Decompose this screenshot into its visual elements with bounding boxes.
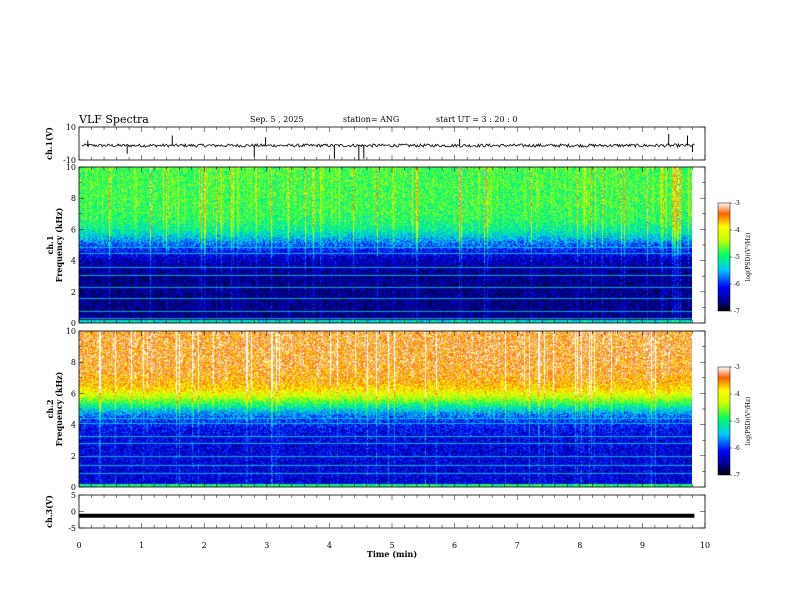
y-axis-label-2: ch.1 — [45, 235, 55, 254]
spectrogram-canvas-3 — [79, 331, 692, 487]
y-tick-label-1: -10 — [63, 156, 76, 165]
colorbar-tick-label-3: -6 — [734, 445, 740, 452]
colorbar-2 — [717, 202, 731, 312]
x-axis-label: Time (min) — [367, 549, 417, 559]
spectrogram-image-3 — [79, 331, 692, 487]
y-tick-label-3: 8 — [71, 358, 76, 367]
y-tick-label-4: -5 — [68, 524, 76, 533]
x-tick-label: 8 — [577, 541, 582, 550]
x-tick-label: 2 — [202, 541, 207, 550]
spectrogram-image-2 — [79, 167, 692, 323]
y-tick-label-2: 10 — [66, 163, 76, 172]
y-tick-label-3: 4 — [71, 421, 76, 430]
station-label: station= ANG — [343, 115, 400, 124]
x-tick-label: 0 — [76, 541, 81, 550]
y-tick-label-2: 6 — [71, 225, 76, 234]
x-tick-label: 1 — [139, 541, 144, 550]
x-tick-label: 5 — [389, 541, 394, 550]
colorbar-tick-label-3: -4 — [734, 391, 740, 398]
y-axis-label-3: ch.2 — [45, 399, 55, 418]
y-axis-label-2: Frequency (kHz) — [54, 207, 64, 282]
spectrogram-canvas-2 — [79, 167, 692, 323]
colorbar-tick-label-3: -7 — [734, 472, 740, 479]
x-tick-label: 10 — [700, 541, 710, 550]
y-tick-label-3: 6 — [71, 389, 76, 398]
date-label: Sep. 5 , 2025 — [250, 115, 304, 124]
y-tick-label-2: 4 — [71, 257, 76, 266]
y-tick-label-3: 2 — [71, 452, 76, 461]
x-tick-label: 3 — [264, 541, 269, 550]
chart-title: VLF Spectra — [79, 113, 149, 126]
ch1-waveform-trace — [81, 142, 695, 149]
y-axis-label-1: ch.1(V) — [44, 127, 54, 160]
y-tick-label-4: 5 — [71, 491, 76, 500]
colorbar-tick-label-3: -5 — [734, 418, 740, 425]
colorbar-3 — [717, 366, 731, 476]
colorbar-tick-label-2: -6 — [734, 281, 740, 288]
axes-layer: 10-10ch.1(V)-3-4-5-6-7log(PSD)(V²/Hz)024… — [44, 123, 752, 559]
x-tick-label: 7 — [515, 541, 520, 550]
y-tick-label-3: 0 — [71, 483, 76, 492]
colorbar-label-2: log(PSD)(V²/Hz) — [745, 233, 752, 282]
colorbar-label-3: log(PSD)(V²/Hz) — [745, 397, 752, 446]
panels-layer — [79, 133, 695, 518]
colorbar-tick-label-2: -5 — [734, 254, 740, 261]
y-tick-label-1: 10 — [66, 123, 76, 132]
y-tick-label-2: 8 — [71, 194, 76, 203]
y-axis-label-4: ch.3(V) — [44, 495, 54, 528]
y-tick-label-3: 10 — [66, 327, 76, 336]
x-tick-label: 4 — [327, 541, 332, 550]
y-tick-label-4: 0 — [71, 508, 76, 517]
x-tick-label: 6 — [452, 541, 457, 550]
colorbar-tick-label-2: -3 — [734, 200, 740, 207]
x-tick-label: 9 — [640, 541, 645, 550]
y-tick-label-2: 2 — [71, 288, 76, 297]
colorbar-tick-label-2: -4 — [734, 227, 740, 234]
colorbar-tick-label-2: -7 — [734, 308, 740, 315]
y-tick-label-2: 0 — [71, 319, 76, 328]
colorbar-tick-label-3: -3 — [734, 364, 740, 371]
start-time-label: start UT = 3 : 20 : 0 — [436, 115, 518, 124]
y-axis-label-3: Frequency (kHz) — [54, 371, 64, 446]
